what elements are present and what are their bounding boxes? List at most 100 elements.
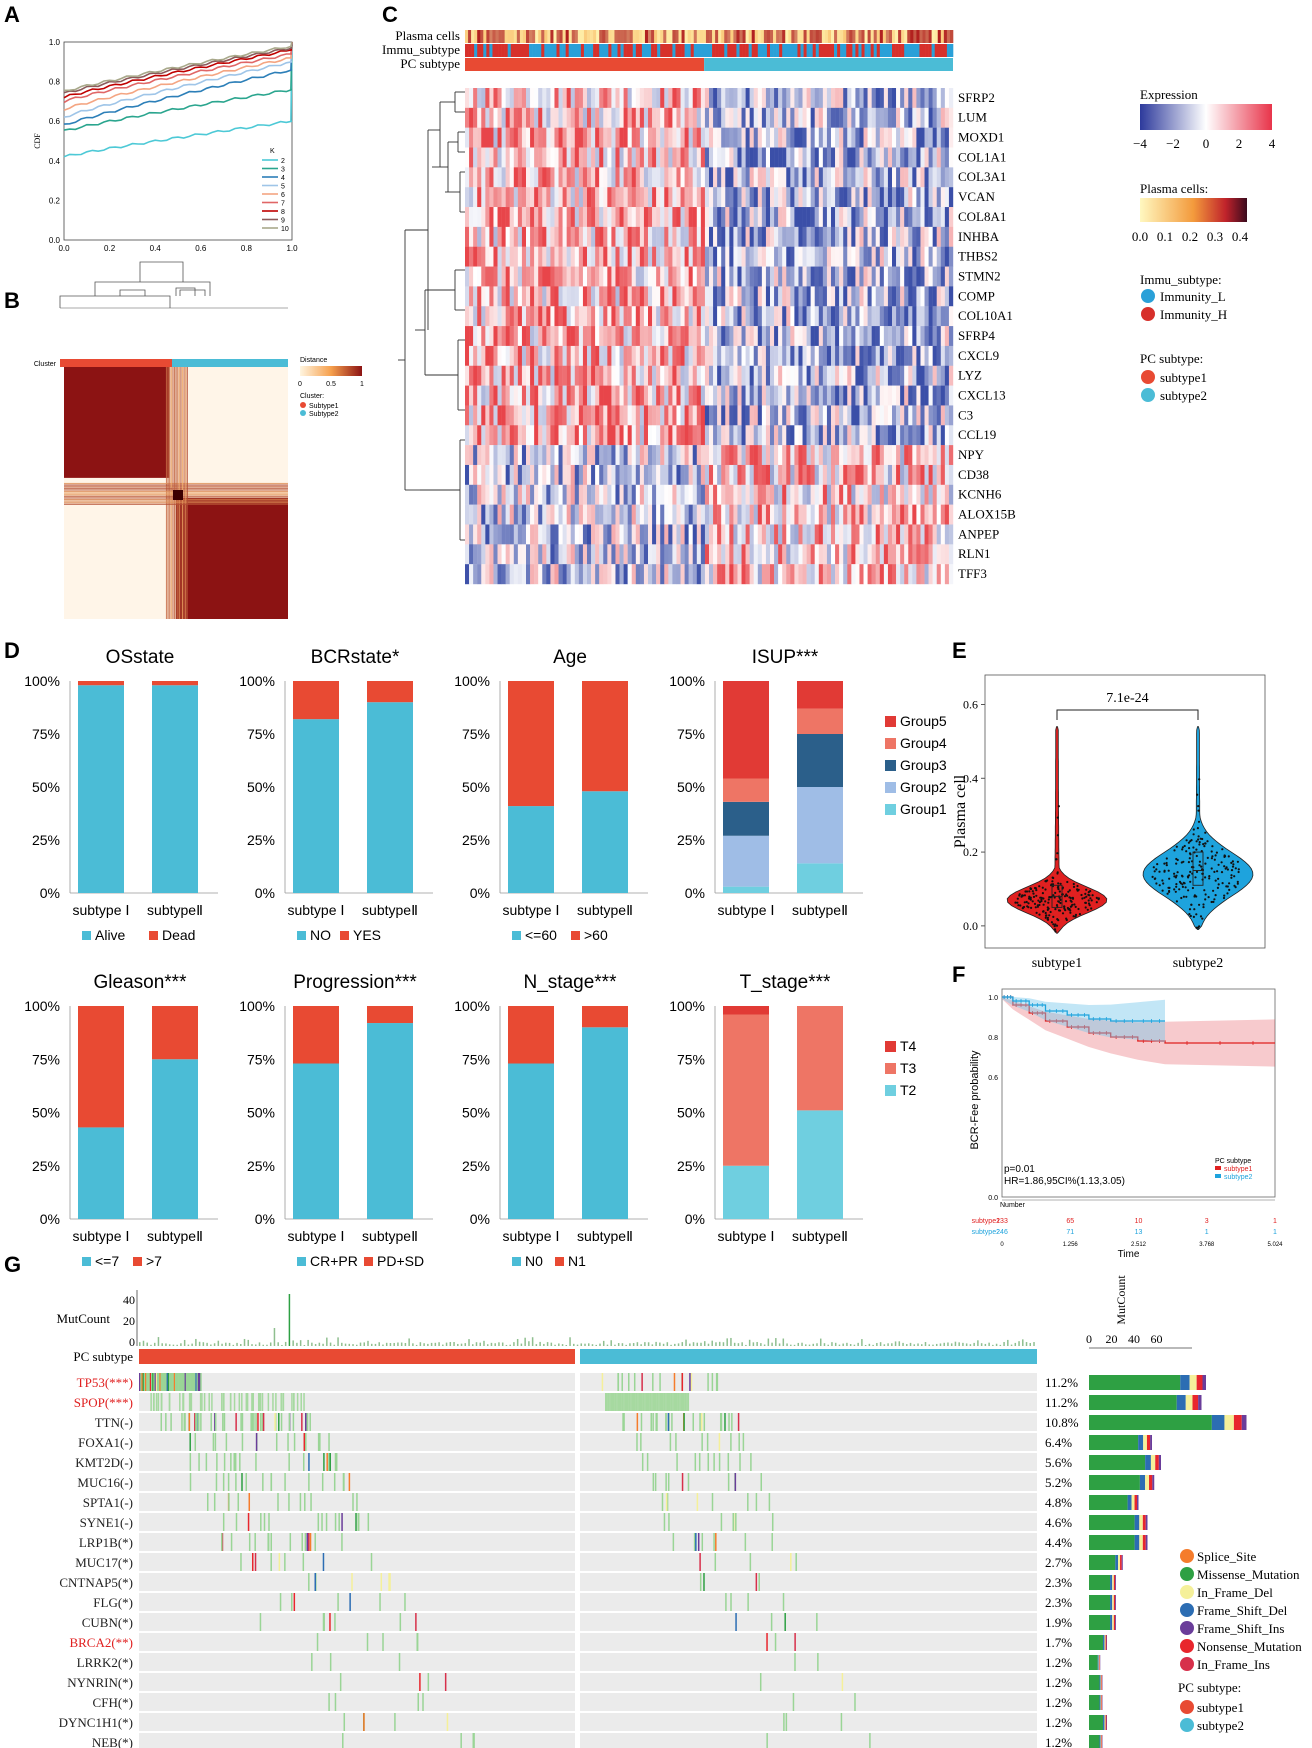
heatmap-cell [920,226,925,247]
y-tick-label: 75% [247,1051,275,1067]
heatmap-cell [733,405,738,426]
violin-point [1056,918,1059,921]
heatmap-cell [928,326,933,347]
pc-legend-dot [1141,370,1155,384]
immu-annotation-cell [648,44,652,57]
heatmap-cell [757,405,763,426]
heatmap-cell [904,207,909,228]
heatmap-cell [570,107,575,128]
heatmap-cell [729,266,734,287]
heatmap-cell [757,484,763,505]
mutation-tick [627,1393,629,1411]
heatmap-cell [761,187,767,208]
plasma-annotation-cell [644,30,649,43]
heatmap-cell [635,306,641,327]
top-mutcount-bar [973,1342,975,1346]
violin-point [1222,896,1226,900]
heatmap-cell [900,246,905,267]
heatmap-cell [521,345,527,366]
heatmap-cell [912,484,917,505]
heatmap-cell [607,306,612,327]
heatmap-cell [554,147,559,168]
heatmap-cell [668,246,673,267]
heatmap-cell [501,504,506,525]
top-mutcount-bar [389,1343,392,1346]
heatmap-cell [875,385,880,406]
chart-title: Age [553,647,587,668]
heatmap-block-subtype2 [176,498,288,619]
plasma-annotation-cell [742,30,746,43]
y-tick-label: 25% [677,832,705,848]
violin-point [1215,851,1218,854]
heatmap-cell [749,345,754,366]
mutation-tick [147,1373,149,1391]
mutation-tick [284,1553,286,1571]
y-tick-label: 0% [255,885,275,901]
heatmap-cell [570,544,575,565]
chart-title: ISUP*** [752,647,819,668]
heatmap-cell [737,484,742,505]
mutation-tick [701,1433,703,1451]
heatmap-cell [847,524,852,545]
mutation-tick [333,1473,336,1491]
cluster-bar-subtype2 [172,359,288,367]
bar-segment-60 [508,681,554,807]
heatmap-cell [757,226,763,247]
heatmap-cell [696,484,702,505]
violin-point [1203,845,1206,848]
immu-annotation-cell [943,44,948,57]
plasma-tick: 0.1 [1157,229,1173,244]
heatmap-cell [851,246,856,267]
heatmap-cell [550,127,555,148]
oncoplot-row-bg [139,1573,575,1591]
top-mutcount-bar [479,1342,481,1346]
heatmap-cell [627,127,632,148]
heatmap-cell [871,266,876,287]
heatmap-cell [908,226,913,247]
heatmap-cell [578,564,584,585]
heatmap-cell [835,207,840,228]
mutation-tick [681,1373,684,1391]
heatmap-cell [709,207,714,228]
violin-point [1016,901,1019,904]
heatmap-cell [810,524,815,545]
top-mutcount-bar [333,1344,336,1346]
mutation-tick [700,1413,703,1431]
heatmap-cell [879,484,885,505]
heatmap-cell [778,88,783,109]
violin-point [1071,897,1075,900]
heatmap-cell [794,207,799,228]
heatmap-cell [542,127,547,148]
heatmap-cell [558,246,563,267]
heatmap-cell [851,207,856,228]
plasma-annotation-cell [751,30,756,43]
heatmap-cell [709,504,714,525]
violin-point [1044,880,1047,883]
heatmap-cell [887,306,893,327]
side-bar-segment [1145,1475,1150,1490]
heatmap-cell [826,564,832,585]
heatmap-cell [534,286,539,307]
heatmap-cell [501,445,506,466]
mutation-tick [200,1413,202,1431]
violin-point [1051,883,1055,886]
bar-segment-group3 [723,801,769,836]
mutation-tick [711,1493,714,1511]
mutation-tick [321,1473,324,1491]
heatmap-cell [534,88,539,109]
heatmap-cell [534,107,539,128]
violin-point [1225,885,1228,888]
top-mutcount-bar [266,1344,268,1346]
heatmap-cell [765,207,771,228]
heatmap-cell [465,326,470,347]
heatmap-cell [806,524,811,545]
heatmap-cell [729,167,734,188]
legend-label: >7 [146,1253,162,1269]
top-mutcount-bar [984,1343,987,1346]
heatmap-cell [489,246,494,267]
mutation-tick [149,1373,152,1391]
heatmap-cell [920,385,925,406]
heatmap-cell [761,484,767,505]
heatmap-cell [668,266,673,287]
heatmap-cell [607,345,612,366]
